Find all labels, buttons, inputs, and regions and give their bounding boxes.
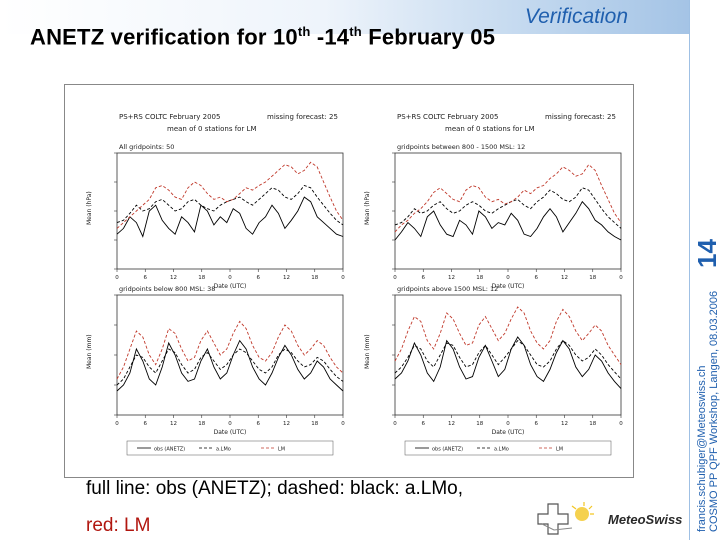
chart-0-xtick-label: 18 — [198, 275, 205, 281]
chart-0-xlabel: Date (UTC) — [214, 283, 247, 290]
chart-2-xtick-label: 0 — [228, 421, 232, 427]
chart-0-frame — [116, 152, 344, 270]
chart-1-header-1: PS+RS COLTC February 2005 — [397, 113, 498, 121]
chart-3-legend-label-1: a.LMo — [494, 447, 509, 453]
caption-line-1: full line: obs (ANETZ); dashed: black: a… — [86, 478, 463, 499]
chart-3-frame — [394, 294, 622, 416]
chart-2-legend-label-1: a.LMo — [216, 447, 231, 453]
chart-3-ylabel: Mean (mm) — [364, 334, 371, 369]
chart-0-xtick-label: 0 — [228, 275, 232, 281]
chart-1-header-3: mean of 0 stations for LM — [445, 125, 534, 133]
chart-0-xtick-label: 12 — [170, 275, 177, 281]
chart-0-xtick-label: 6 — [257, 275, 261, 281]
chart-2-title: gridpoints below 800 MSL: 38 — [119, 285, 215, 293]
page-title: ANETZ verification for 10th -14th Februa… — [30, 24, 495, 50]
chart-3-xtick-label: 18 — [476, 421, 483, 427]
chart-3-series-2 — [394, 306, 622, 365]
chart-0-title: All gridpoints: 50 — [119, 143, 174, 151]
chart-2-series-1 — [116, 348, 344, 386]
chart-2-ylabel: Mean (mm) — [86, 334, 93, 369]
chart-3-xtick-label: 12 — [448, 421, 455, 427]
chart-2-xtick-label: 12 — [170, 421, 177, 427]
chart-1-xtick-label: 6 — [422, 275, 426, 281]
chart-0-xtick-label: 6 — [144, 275, 148, 281]
chart-1-xtick-label: 0 — [393, 275, 397, 281]
chart-3-xtick-label: 18 — [589, 421, 596, 427]
title-sup-1: th — [297, 24, 311, 39]
figure-svg: PS+RS COLTC February 2005 missing forecas… — [86, 113, 623, 456]
chart-1-header-2: missing forecast: 25 — [545, 113, 616, 121]
chart-3-legend-box — [404, 440, 612, 456]
sidebar — [689, 0, 720, 540]
chart-1-xtick-label: 0 — [619, 275, 623, 281]
chart-2-xtick-label: 0 — [341, 421, 345, 427]
chart-0-series-0 — [116, 196, 344, 238]
chart-2-xtick-label: 0 — [115, 421, 119, 427]
chart-1-xtick-label: 12 — [448, 275, 455, 281]
chart-2-xtick-label: 18 — [198, 421, 205, 427]
chart-0-header-1: PS+RS COLTC February 2005 — [119, 113, 220, 121]
chart-0-series-1 — [116, 184, 344, 226]
chart-2-xlabel: Date (UTC) — [214, 429, 247, 436]
chart-2-xtick-label: 18 — [311, 421, 318, 427]
chart-3-legend-label-0: obs (ANETZ) — [432, 447, 463, 453]
chart-1-xtick-label: 12 — [561, 275, 568, 281]
chart-2-xtick-label: 12 — [283, 421, 290, 427]
chart-3-xtick-label: 0 — [619, 421, 623, 427]
chart-2-frame — [116, 294, 344, 416]
sidebar-email: francis.schubiger@Meteoswiss.ch — [696, 365, 708, 532]
chart-2-xtick-label: 6 — [144, 421, 148, 427]
slide-number: 14 — [692, 239, 720, 268]
chart-1-xtick-label: 18 — [476, 275, 483, 281]
chart-0-xtick-label: 18 — [311, 275, 318, 281]
chart-3-xtick-label: 6 — [535, 421, 539, 427]
chart-0-series-2 — [116, 161, 344, 229]
chart-0-header-3: mean of 0 stations for LM — [167, 125, 256, 133]
figure-panel: PS+RS COLTC February 2005 missing forecas… — [64, 84, 634, 478]
sidebar-footer: COSMO PP QPF Workshop, Langen, 08.03.200… — [708, 290, 720, 532]
chart-1-xtick-label: 6 — [535, 275, 539, 281]
chart-1-series-1 — [394, 187, 622, 229]
chart-3-series-1 — [394, 339, 622, 380]
logo-text: MeteoSwiss — [608, 512, 683, 527]
meteoswiss-logo: MeteoSwiss — [532, 500, 682, 540]
caption-line-2: red: LM — [86, 515, 151, 536]
chart-0-header-2: missing forecast: 25 — [267, 113, 338, 121]
chart-3-series-0 — [394, 336, 622, 389]
chart-3-xtick-label: 0 — [506, 421, 510, 427]
chart-3-xtick-label: 0 — [393, 421, 397, 427]
title-text-3: February 05 — [361, 24, 496, 50]
chart-2-legend-box — [126, 440, 334, 456]
chart-2-xtick-label: 6 — [257, 421, 261, 427]
chart-1-frame — [394, 152, 622, 270]
chart-1-series-2 — [394, 163, 622, 233]
chart-3-xtick-label: 6 — [422, 421, 426, 427]
chart-1-xtick-label: 18 — [589, 275, 596, 281]
title-text-2: -14 — [310, 24, 350, 50]
chart-2-series-2 — [116, 320, 344, 380]
swiss-cross-icon — [537, 502, 594, 535]
section-label: Verification — [524, 5, 628, 28]
chart-1-ylabel: Mean (hPa) — [364, 191, 371, 225]
title-text-1: ANETZ verification for 10 — [30, 24, 298, 50]
chart-0-xtick-label: 12 — [283, 275, 290, 281]
chart-3-legend-label-2: LM — [556, 447, 563, 453]
chart-2-legend-label-0: obs (ANETZ) — [154, 447, 185, 453]
title-sup-2: th — [349, 24, 362, 39]
chart-1-series-0 — [394, 200, 622, 241]
chart-1-xtick-label: 0 — [506, 275, 510, 281]
chart-0-ylabel: Mean (hPa) — [86, 191, 93, 225]
chart-3-xtick-label: 12 — [561, 421, 568, 427]
chart-2-legend-label-2: LM — [278, 447, 285, 453]
chart-0-xtick-label: 0 — [341, 275, 345, 281]
chart-2-series-0 — [116, 339, 344, 392]
chart-3-xlabel: Date (UTC) — [492, 429, 525, 436]
chart-1-xlabel: Date (UTC) — [492, 283, 525, 290]
chart-3-title: gridpoints above 1500 MSL: 12 — [397, 285, 498, 293]
header-bar — [0, 0, 720, 34]
chart-0-xtick-label: 0 — [115, 275, 119, 281]
chart-1-title: gridpoints between 800 - 1500 MSL: 12 — [397, 143, 525, 151]
